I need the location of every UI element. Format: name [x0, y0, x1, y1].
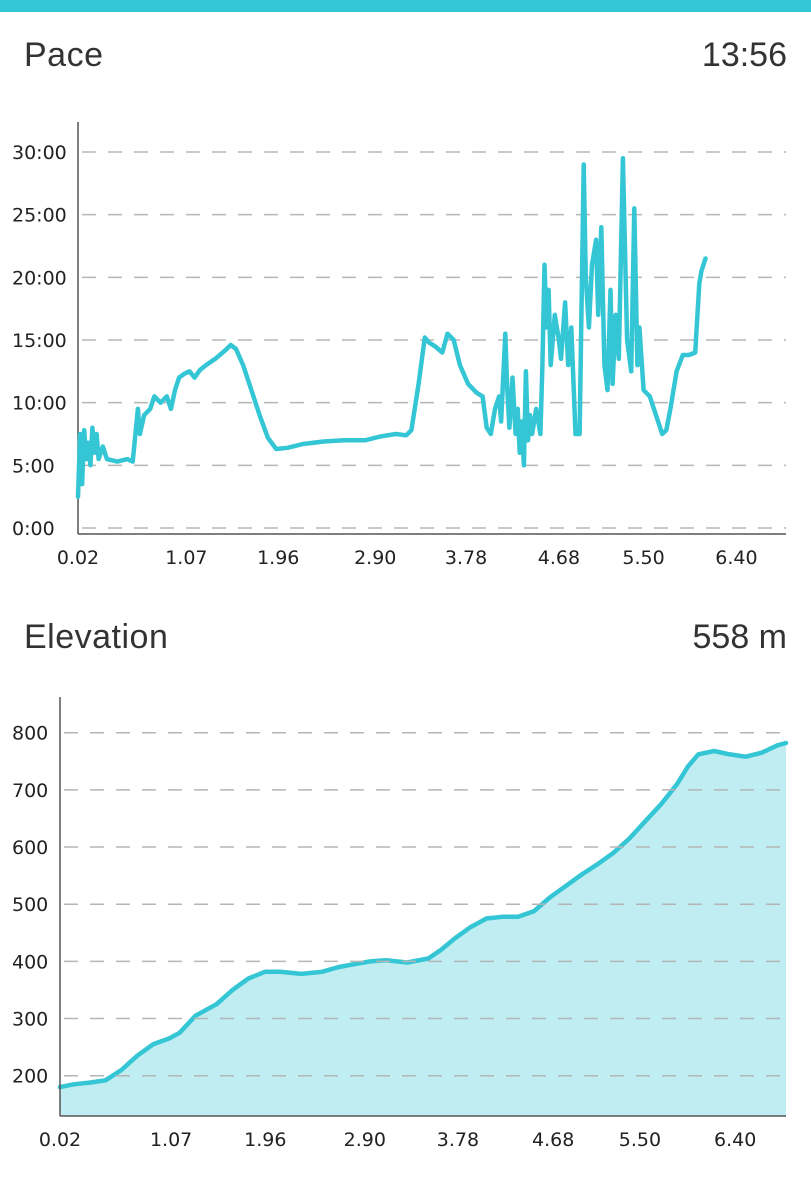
elevation-y-ticks: 200 300 400 500 600 700 800 [12, 723, 48, 1088]
elev-area-fill [60, 743, 786, 1116]
pace-y-tick-label: 0:00 [12, 518, 55, 540]
pace-y-tick-label: 5:00 [12, 455, 55, 477]
elevation-value: 558 m [692, 618, 788, 656]
pace-y-tick-label: 25:00 [12, 205, 67, 227]
elevation-series [57, 740, 789, 1116]
pace-value: 13:56 [701, 36, 787, 74]
elev-x-tick-label: 2.90 [344, 1129, 386, 1151]
elev-series-line [57, 740, 789, 1090]
elevation-axes [59, 697, 786, 1117]
elev-x-tick-label: 1.07 [150, 1129, 192, 1151]
pace-x-tick-label: 6.40 [715, 547, 757, 569]
pace-x-tick-label: 4.68 [538, 547, 580, 569]
pace-series-line [75, 156, 708, 499]
elev-y-tick-label: 600 [12, 837, 48, 859]
pace-y-ticks: 0:00 5:00 10:00 15:00 20:00 25:00 30:00 [12, 142, 67, 540]
pace-axes [77, 122, 786, 535]
elev-x-tick-label: 6.40 [714, 1129, 756, 1151]
elevation-x-ticks: 0.02 1.07 1.96 2.90 3.78 4.68 5.50 6.40 [39, 1129, 757, 1151]
pace-y-tick-label: 15:00 [12, 330, 67, 352]
elev-x-tick-label: 5.50 [619, 1129, 661, 1151]
elev-y-tick-label: 700 [12, 780, 48, 802]
pace-chart: 0:00 5:00 10:00 15:00 20:00 25:00 30:00 0.02 1.… [12, 122, 786, 569]
pace-x-tick-label: 1.07 [165, 547, 207, 569]
elev-y-tick-label: 300 [12, 1009, 48, 1031]
pace-x-tick-label: 3.78 [445, 547, 487, 569]
pace-x-tick-label: 0.02 [57, 547, 99, 569]
elev-y-tick-label: 800 [12, 723, 48, 745]
elevation-chart: 200 300 400 500 600 700 800 0.02 1.07 1.96 2.90 3.… [12, 697, 789, 1151]
pace-x-ticks: 0.02 1.07 1.96 2.90 3.78 4.68 5.50 6.40 [57, 547, 758, 569]
pace-y-tick-label: 10:00 [12, 393, 67, 415]
pace-y-tick-label: 30:00 [12, 142, 67, 164]
elev-x-tick-label: 3.78 [437, 1129, 479, 1151]
pace-y-tick-label: 20:00 [12, 267, 67, 289]
elev-y-tick-label: 500 [12, 894, 48, 916]
elev-x-tick-label: 1.96 [244, 1129, 286, 1151]
pace-series [75, 156, 708, 499]
top-accent-bar [0, 0, 811, 12]
pace-x-tick-label: 1.96 [257, 547, 299, 569]
pace-x-tick-label: 2.90 [354, 547, 396, 569]
pace-x-tick-label: 5.50 [622, 547, 664, 569]
elev-y-tick-label: 400 [12, 951, 48, 973]
pace-grid [82, 151, 786, 529]
elevation-grid [64, 731, 786, 1077]
elevation-title: Elevation [24, 618, 169, 656]
elev-x-tick-label: 0.02 [39, 1129, 81, 1151]
elev-x-tick-label: 4.68 [532, 1129, 574, 1151]
elev-y-tick-label: 200 [12, 1066, 48, 1088]
pace-title: Pace [24, 36, 104, 74]
